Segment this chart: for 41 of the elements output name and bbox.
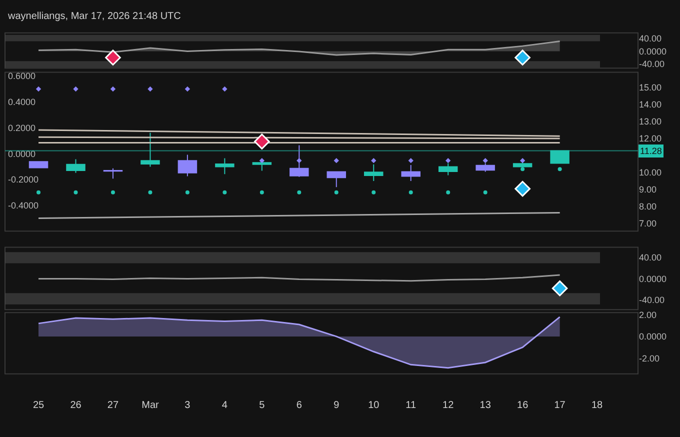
y-tick-label: 0.0000 (639, 332, 667, 342)
x-tick-label: 12 (442, 400, 454, 411)
y-tick-label: -40.00 (639, 295, 665, 306)
y2-tick-label: 14.00 (639, 100, 662, 110)
x-tick-label: 10 (368, 400, 380, 411)
x-tick-label: 17 (554, 400, 566, 411)
x-tick-label: 16 (517, 400, 529, 411)
x-tick-label: 3 (184, 400, 191, 411)
y-tick-label: 0.0000 (8, 148, 36, 159)
y2-tick-label: 10.00 (639, 168, 662, 178)
x-tick-label: Mar (142, 400, 160, 411)
chart-title: waynelliangs, Mar 17, 2026 21:48 UTC (7, 11, 181, 22)
y2-tick-label: 7.00 (639, 218, 657, 229)
y-tick-label: 0.4000 (8, 97, 36, 108)
x-tick-label: 11 (406, 400, 416, 411)
ref-line-label: 11.28 (640, 146, 662, 156)
x-tick-label: 18 (591, 400, 604, 411)
y-tick-label: 2.00 (639, 310, 657, 320)
y2-tick-label: 13.00 (639, 116, 662, 127)
y-tick-label: 40.00 (639, 252, 662, 263)
x-tick-label: 25 (32, 400, 45, 411)
y2-tick-label: 8.00 (639, 202, 657, 212)
y2-tick-label: 9.00 (639, 184, 657, 195)
x-tick-label: 13 (480, 400, 492, 411)
y2-tick-label: 12.00 (639, 134, 662, 144)
y-tick-label: -40.00 (639, 59, 665, 70)
y2-tick-label: 15.00 (639, 82, 662, 93)
y-tick-label: 0.6000 (8, 71, 36, 82)
x-tick-label: 6 (296, 400, 302, 411)
x-tick-label: 26 (70, 400, 82, 411)
y-tick-label: -2.00 (639, 353, 660, 364)
y-tick-label: 40.00 (639, 34, 662, 44)
x-tick-label: 4 (222, 400, 228, 411)
y-tick-label: 0.0000 (639, 274, 667, 284)
y-tick-label: -0.4000 (8, 200, 39, 210)
y-tick-label: 0.0000 (639, 46, 667, 56)
x-tick-label: 27 (107, 400, 119, 411)
y-tick-label: 0.2000 (8, 122, 36, 133)
y-tick-label: -0.2000 (8, 174, 39, 185)
x-tick-label: 9 (334, 400, 340, 411)
x-tick-label: 5 (259, 400, 266, 411)
